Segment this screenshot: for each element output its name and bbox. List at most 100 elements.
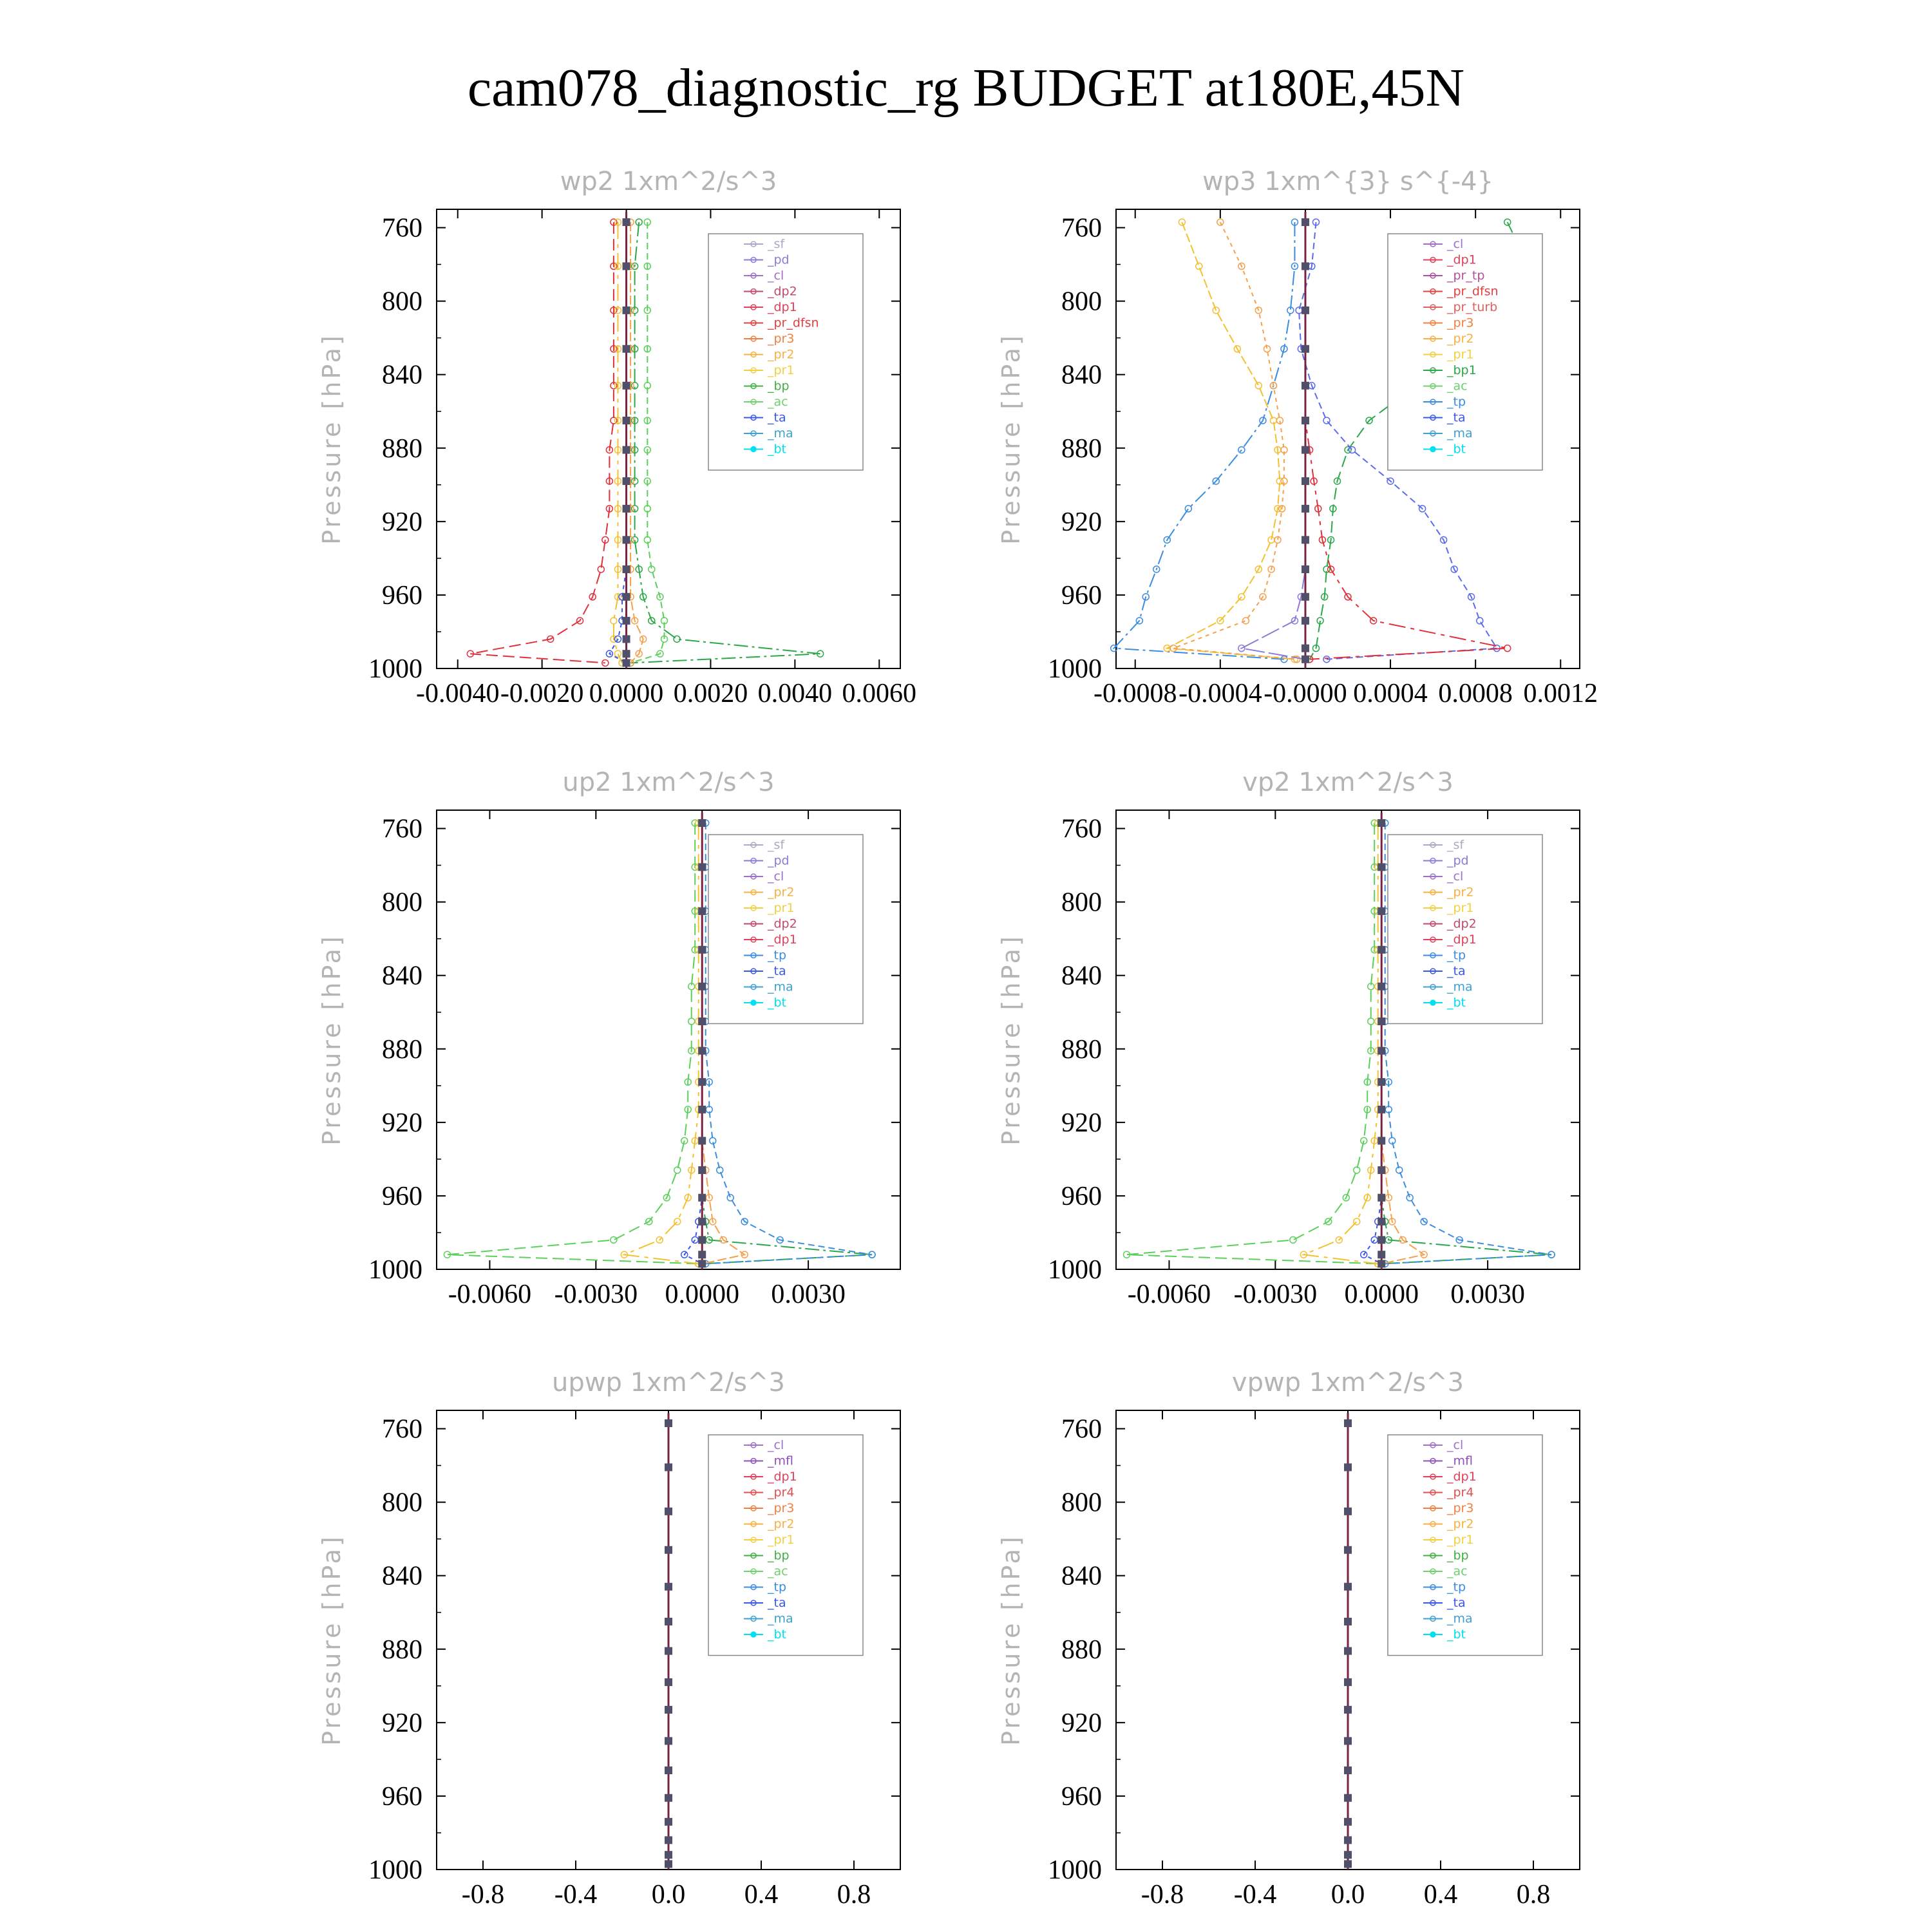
series-line xyxy=(1242,222,1305,659)
x-tick-label: -0.0030 xyxy=(554,1280,638,1309)
legend-entry: _pr1 xyxy=(767,1533,794,1547)
y-tick-label: 960 xyxy=(1061,1782,1102,1812)
legend-entry: _pr3 xyxy=(767,1501,794,1515)
bt-marker xyxy=(1302,565,1309,573)
legend-entry: _dp1 xyxy=(1446,253,1477,267)
legend-entry: _ta xyxy=(1446,964,1466,978)
legend-entry: _dp1 xyxy=(1446,1470,1477,1484)
bt-marker xyxy=(623,307,630,314)
x-tick-label: 0.4 xyxy=(744,1880,779,1909)
legend-entry: _pr_turb xyxy=(1446,300,1497,314)
bt-marker xyxy=(665,1546,672,1554)
legend-entry: _tp xyxy=(1446,949,1466,963)
y-tick-label: 760 xyxy=(1061,1415,1102,1444)
legend-entry: _tp xyxy=(1446,1580,1466,1595)
bt-marker xyxy=(698,1047,706,1055)
series-point xyxy=(1349,447,1356,453)
x-tick-label: 0.0004 xyxy=(1353,679,1428,708)
series-line xyxy=(630,222,664,663)
legend-entry: _ac xyxy=(1446,379,1468,393)
legend-entry: _pr1 xyxy=(767,901,794,915)
chart-panel-3: up2 1xm^2/s^3 Pressure [hPa] 760 800 840 880 9… xyxy=(317,768,900,1309)
series-point xyxy=(1368,1018,1374,1025)
bt-marker xyxy=(623,262,630,270)
x-tick-label: -0.0060 xyxy=(448,1280,532,1309)
bt-marker xyxy=(665,1706,672,1714)
legend-entry: _cl xyxy=(1446,237,1463,251)
bt-marker xyxy=(1302,536,1309,544)
legend-entry: _sf xyxy=(767,838,785,852)
bt-marker xyxy=(1344,1737,1352,1745)
x-tick-label: -0.4 xyxy=(554,1880,598,1909)
chart-panel-4: vp2 1xm^2/s^3 Pressure [hPa] 760 800 840 880 9… xyxy=(997,768,1580,1309)
legend-entry: _ma xyxy=(767,1612,793,1626)
legend-entry: _pr1 xyxy=(1446,901,1473,915)
legend-entry: _pr4 xyxy=(1446,1486,1473,1500)
legend-entry: _sf xyxy=(767,237,785,251)
legend-entry: _pr_dfsn xyxy=(767,316,819,330)
y-tick-label: 800 xyxy=(1061,888,1102,918)
bt-marker xyxy=(665,1419,672,1427)
x-tick-label: 0.0000 xyxy=(1344,1280,1419,1309)
legend-entry: _cl xyxy=(767,1438,784,1452)
y-tick-label: 800 xyxy=(382,888,422,918)
y-tick-label: 1000 xyxy=(1048,1255,1102,1285)
series-line xyxy=(624,823,698,1264)
legend-entry: _pr1 xyxy=(767,363,794,377)
bt-marker xyxy=(665,1508,672,1515)
bt-marker xyxy=(1378,863,1385,871)
y-axis-label: Pressure [hPa] xyxy=(997,1534,1025,1746)
bt-marker xyxy=(1302,446,1309,454)
x-tick-label: 0.4 xyxy=(1424,1880,1458,1909)
bt-marker xyxy=(698,1018,706,1025)
legend-entry: _ma xyxy=(1446,1612,1473,1626)
x-tick-label: 0.0000 xyxy=(589,679,664,708)
series-line xyxy=(470,222,614,663)
legend-entry: _dp1 xyxy=(1446,933,1477,947)
bt-marker xyxy=(1302,218,1309,226)
bt-marker xyxy=(1344,1794,1352,1802)
legend-entry: _ta xyxy=(767,411,786,425)
bt-marker xyxy=(1378,946,1385,954)
x-tick-label: -0.0004 xyxy=(1179,679,1262,708)
bt-marker xyxy=(1378,907,1385,915)
y-tick-label: 880 xyxy=(382,1035,422,1065)
y-tick-label: 960 xyxy=(1061,1182,1102,1211)
legend-entry: _bt xyxy=(1446,442,1466,457)
y-tick-label: 920 xyxy=(382,1709,422,1738)
legend-marker xyxy=(1430,1632,1435,1637)
legend-marker xyxy=(751,447,756,452)
panel-title: vpwp 1xm^2/s^3 xyxy=(1232,1368,1464,1397)
y-tick-label: 960 xyxy=(382,1782,422,1812)
bt-marker xyxy=(665,1618,672,1625)
legend-entry: _pr2 xyxy=(1446,1517,1473,1531)
bt-marker xyxy=(665,1737,672,1745)
bt-marker xyxy=(1344,1546,1352,1554)
bt-marker xyxy=(623,477,630,485)
y-axis-label: Pressure [hPa] xyxy=(317,333,346,545)
x-tick-label: 0.0060 xyxy=(842,679,917,708)
legend-entry: _tp xyxy=(767,1580,786,1595)
bt-marker xyxy=(698,983,706,990)
bt-marker xyxy=(1378,983,1385,990)
bt-marker xyxy=(1302,593,1309,601)
y-tick-label: 920 xyxy=(382,507,422,537)
y-axis-label: Pressure [hPa] xyxy=(997,934,1025,1146)
bt-marker xyxy=(1378,1260,1385,1267)
x-tick-label: -0.0060 xyxy=(1128,1280,1211,1309)
bt-marker xyxy=(698,1106,706,1113)
bt-marker xyxy=(1344,1583,1352,1591)
legend-entry: _cl xyxy=(767,869,784,884)
bt-marker xyxy=(1378,1194,1385,1202)
legend-entry: _pr2 xyxy=(767,1517,794,1531)
y-tick-label: 960 xyxy=(1061,581,1102,611)
legend-entry: _pd xyxy=(1446,854,1469,868)
bt-marker xyxy=(1344,1463,1352,1471)
x-tick-label: -0.0020 xyxy=(500,679,584,708)
bt-marker xyxy=(1344,1860,1352,1868)
series-line xyxy=(1303,823,1378,1264)
legend-entry: _cl xyxy=(1446,869,1463,884)
y-tick-label: 920 xyxy=(382,1108,422,1138)
legend-marker xyxy=(751,1000,756,1005)
